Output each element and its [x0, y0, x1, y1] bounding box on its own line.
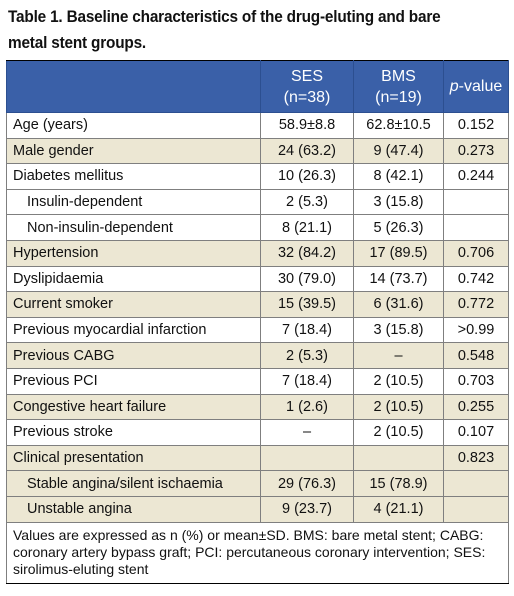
table-row: Previous CABG 2 (5.3) – 0.548	[6, 342, 509, 369]
row-label: Male gender	[6, 137, 261, 165]
p-value: 0.244	[443, 163, 509, 190]
ses-value	[260, 444, 354, 472]
header-ses-label: SES	[290, 67, 323, 85]
header-bms-n: (n=19)	[375, 88, 422, 106]
table-row: Age (years) 58.9±8.8 62.8±10.5 0.152	[6, 112, 509, 139]
header-p-value: p-value	[443, 60, 509, 113]
p-value: 0.548	[443, 342, 509, 369]
header-p-suffix: -value	[458, 78, 503, 95]
baseline-characteristics-table: SES (n=38) BMS (n=19) p-value Age (years…	[6, 60, 509, 584]
bms-value: 14 (73.7)	[353, 265, 444, 293]
table-row: Diabetes mellitus 10 (26.3) 8 (42.1) 0.2…	[6, 163, 509, 190]
table-row: Clinical presentation 0.823	[6, 444, 509, 472]
table-row: Insulin-dependent 2 (5.3) 3 (15.8)	[6, 188, 509, 216]
bms-value: 2 (10.5)	[353, 393, 444, 421]
bms-value: 6 (31.6)	[353, 291, 444, 318]
footnote-row: Values are expressed as n (%) or mean±SD…	[6, 521, 509, 584]
p-value: 0.706	[443, 239, 509, 267]
row-label: Insulin-dependent	[6, 188, 261, 216]
row-label: Age (years)	[6, 112, 261, 139]
ses-value: 24 (63.2)	[260, 137, 354, 165]
row-label: Current smoker	[6, 291, 261, 318]
p-value: 0.703	[443, 367, 509, 395]
header-bms-label: BMS	[381, 67, 416, 85]
row-label: Diabetes mellitus	[6, 163, 261, 190]
p-value: 0.255	[443, 393, 509, 421]
table-row: Previous PCI 7 (18.4) 2 (10.5) 0.703	[6, 367, 509, 395]
p-value: >0.99	[443, 316, 509, 344]
bms-value: 9 (47.4)	[353, 137, 444, 165]
bms-value	[353, 444, 444, 472]
bms-value: 2 (10.5)	[353, 419, 444, 446]
ses-value: 2 (5.3)	[260, 188, 354, 216]
header-bms: BMS (n=19)	[353, 60, 444, 113]
bms-value: 3 (15.8)	[353, 316, 444, 344]
bms-value: 15 (78.9)	[353, 470, 444, 497]
p-value	[443, 188, 509, 216]
bms-value: 3 (15.8)	[353, 188, 444, 216]
table-row: Previous myocardial infarction 7 (18.4) …	[6, 316, 509, 344]
ses-value: 2 (5.3)	[260, 342, 354, 369]
ses-value: 58.9±8.8	[260, 112, 354, 139]
row-label: Previous CABG	[6, 342, 261, 369]
table-row: Hypertension 32 (84.2) 17 (89.5) 0.706	[6, 239, 509, 267]
table-row: Current smoker 15 (39.5) 6 (31.6) 0.772	[6, 291, 509, 318]
bms-value: 8 (42.1)	[353, 163, 444, 190]
p-value: 0.273	[443, 137, 509, 165]
ses-value: 32 (84.2)	[260, 239, 354, 267]
p-value: 0.823	[443, 444, 509, 472]
ses-value: 8 (21.1)	[260, 214, 354, 241]
row-label: Clinical presentation	[6, 444, 261, 472]
row-label: Dyslipidaemia	[6, 265, 261, 293]
bms-value: 4 (21.1)	[353, 495, 444, 523]
table-row: Non-insulin-dependent 8 (21.1) 5 (26.3)	[6, 214, 509, 241]
p-value: 0.152	[443, 112, 509, 139]
bms-value: 2 (10.5)	[353, 367, 444, 395]
header-row: SES (n=38) BMS (n=19) p-value	[6, 60, 509, 113]
p-value	[443, 495, 509, 523]
header-ses-n: (n=38)	[283, 88, 331, 106]
p-value	[443, 470, 509, 497]
table-row: Congestive heart failure 1 (2.6) 2 (10.5…	[6, 393, 509, 421]
ses-value: 7 (18.4)	[260, 316, 354, 344]
header-p-italic: p	[449, 78, 459, 95]
p-value: 0.742	[443, 265, 509, 293]
row-label: Previous myocardial infarction	[6, 316, 261, 344]
bms-value: 17 (89.5)	[353, 239, 444, 267]
bms-value: 62.8±10.5	[353, 112, 444, 139]
table-row: Unstable angina 9 (23.7) 4 (21.1)	[6, 495, 509, 523]
ses-value: 29 (76.3)	[260, 470, 354, 497]
header-ses: SES (n=38)	[260, 60, 354, 113]
p-value: 0.772	[443, 291, 509, 318]
table-caption: Table 1. Baseline characteristics of the…	[8, 8, 441, 52]
table-row: Stable angina/silent ischaemia 29 (76.3)…	[6, 470, 509, 497]
table-row: Previous stroke – 2 (10.5) 0.107	[6, 419, 509, 446]
ses-value: 9 (23.7)	[260, 495, 354, 523]
p-value	[443, 214, 509, 241]
row-label: Previous PCI	[6, 367, 261, 395]
header-characteristic	[6, 60, 261, 113]
row-label: Stable angina/silent ischaemia	[6, 470, 261, 497]
row-label: Hypertension	[6, 239, 261, 267]
ses-value: –	[260, 419, 354, 446]
ses-value: 1 (2.6)	[260, 393, 354, 421]
table-footnote: Values are expressed as n (%) or mean±SD…	[6, 521, 509, 584]
row-label: Congestive heart failure	[6, 393, 261, 421]
row-label: Unstable angina	[6, 495, 261, 523]
table-row: Male gender 24 (63.2) 9 (47.4) 0.273	[6, 137, 509, 165]
bms-value: 5 (26.3)	[353, 214, 444, 241]
ses-value: 10 (26.3)	[260, 163, 354, 190]
row-label: Previous stroke	[6, 419, 261, 446]
p-value: 0.107	[443, 419, 509, 446]
ses-value: 30 (79.0)	[260, 265, 354, 293]
ses-value: 7 (18.4)	[260, 367, 354, 395]
table-row: Dyslipidaemia 30 (79.0) 14 (73.7) 0.742	[6, 265, 509, 293]
row-label: Non-insulin-dependent	[6, 214, 261, 241]
bms-value: –	[353, 342, 444, 369]
ses-value: 15 (39.5)	[260, 291, 354, 318]
